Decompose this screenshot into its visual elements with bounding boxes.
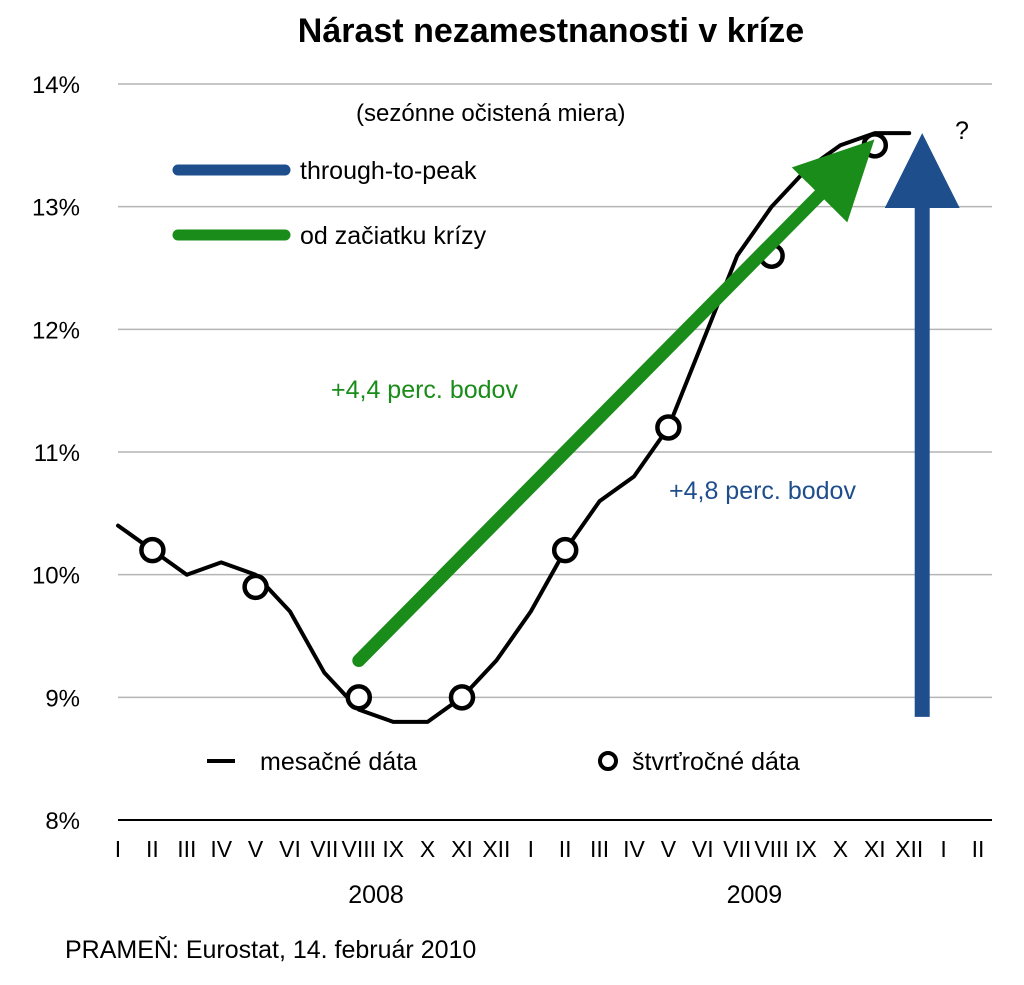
x-tick-label: XII [482, 836, 510, 862]
annotation-question-mark: ? [955, 117, 969, 145]
series-points-stvrtrocne-data [139, 132, 889, 711]
x-tick-label: VI [279, 836, 301, 862]
x-tick-label: II [559, 836, 572, 862]
x-tick-label: IV [623, 836, 645, 862]
quarterly-point [242, 573, 269, 601]
year-labels: 2008 2009 [348, 881, 782, 909]
year-label: 2009 [727, 881, 783, 909]
y-axis-ticks: 8% 9% 10% 11% 12% 13% 14% [32, 72, 80, 835]
x-tick-label: III [590, 836, 609, 862]
quarterly-point [551, 536, 579, 564]
x-tick-label: XI [864, 836, 886, 862]
y-tick-label: 12% [32, 317, 80, 344]
x-tick-label: II [146, 836, 159, 862]
x-tick-label: IX [795, 836, 817, 862]
x-tick-label: I [528, 836, 534, 862]
y-tick-label: 14% [32, 72, 80, 99]
x-tick-label: III [177, 836, 196, 862]
x-tick-label: VI [692, 836, 714, 862]
x-axis-ticks: I II III IV V VI VII VIII IX X XI XII I II III IV V VI VII… [115, 836, 985, 862]
annotation-blue-label: +4,8 perc. bodov [669, 477, 856, 505]
legend-label-stvrtrocne-data: štvrťročné dáta [632, 748, 800, 776]
series-line-mesacne-data [116, 131, 912, 724]
y-tick-label: 10% [32, 563, 80, 590]
y-tick-label: 8% [45, 808, 80, 835]
legend-label-through-to-peak: through-to-peak [300, 157, 477, 185]
chart-title: Nárast nezamestnanosti v kríze [298, 12, 804, 50]
x-tick-label: X [833, 836, 848, 862]
chart-subtitle: (sezónne očistená miera) [356, 100, 625, 127]
x-tick-label: VIII [754, 836, 789, 862]
green-arrow-annotation [352, 139, 875, 668]
source-note: PRAMEŇ: Eurostat, 14. február 2010 [65, 935, 476, 964]
x-tick-label: XI [451, 836, 473, 862]
x-tick-label: XII [895, 836, 923, 862]
annotation-green-label: +4,4 perc. bodov [331, 376, 518, 404]
legend-label-mesacne-data: mesačné dáta [260, 748, 417, 776]
legend-bottom: mesačné dáta štvrťročné dáta [207, 748, 800, 776]
x-tick-label: VIII [342, 836, 377, 862]
x-tick-label: IV [210, 836, 232, 862]
x-tick-label: V [248, 836, 264, 862]
legend-top: through-to-peak od začiatku krízy [172, 157, 487, 250]
quarterly-point [448, 684, 476, 711]
y-tick-label: 11% [34, 440, 80, 467]
x-tick-label: II [972, 836, 985, 862]
x-tick-label: VII [310, 836, 338, 862]
x-tick-label: V [661, 836, 677, 862]
x-tick-label: X [420, 836, 435, 862]
x-tick-label: I [940, 836, 946, 862]
quarterly-point [655, 414, 682, 441]
x-tick-label: VII [723, 836, 751, 862]
legend-swatch-stvrtrocne-data [598, 751, 618, 771]
gridlines [118, 83, 992, 699]
legend-label-od-zaciatku-krizy: od začiatku krízy [300, 222, 487, 250]
x-tick-label: IX [382, 836, 404, 862]
year-label: 2008 [348, 881, 404, 909]
quarterly-point [345, 684, 373, 711]
y-tick-label: 9% [45, 685, 80, 712]
quarterly-point [861, 132, 889, 159]
x-tick-label: I [115, 836, 121, 862]
quarterly-point [139, 536, 166, 564]
y-tick-label: 13% [32, 195, 80, 222]
